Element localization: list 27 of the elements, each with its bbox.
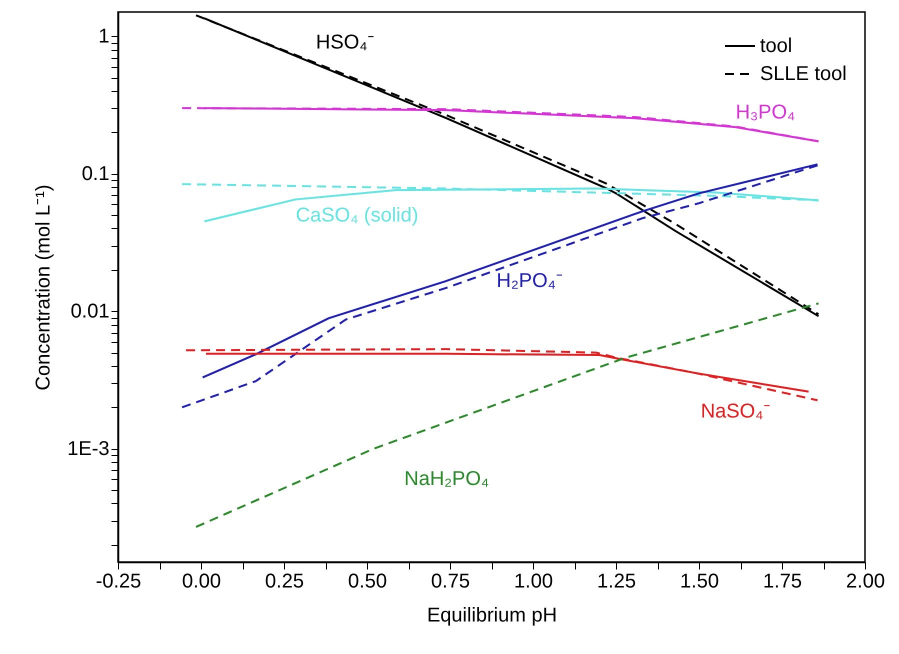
x-tick-label: -0.25 xyxy=(96,570,142,592)
x-tick-label: 0.75 xyxy=(431,570,470,592)
y-tick-label: 0.1 xyxy=(82,163,110,186)
annotation: NaSO₄⁻ xyxy=(700,400,770,422)
annotation: NaH₂PO₄ xyxy=(404,468,490,490)
legend-label: SLLE tool xyxy=(760,63,847,85)
y-tick-label: 0.01 xyxy=(70,300,110,323)
annotation: HSO₄⁻ xyxy=(316,32,374,54)
x-tick-label: 2.00 xyxy=(846,570,885,592)
x-tick-label: 1.00 xyxy=(514,570,553,592)
line-series xyxy=(185,348,819,402)
line-series xyxy=(195,302,820,528)
y-tick-label: 1 xyxy=(98,26,110,48)
annotation: H₃PO₄ xyxy=(736,101,796,124)
x-tick-label: 1.50 xyxy=(680,570,719,592)
x-tick-label: 0.25 xyxy=(265,570,304,592)
x-axis-title: Equilibrium pH xyxy=(426,604,558,626)
x-tick-label: 1.75 xyxy=(763,570,802,592)
legend-label: tool xyxy=(760,35,792,57)
x-tick-label: 0.50 xyxy=(348,570,387,592)
annotation: CaSO₄ (solid) xyxy=(296,204,418,226)
y-axis-title: Concentration (mol L⁻¹) xyxy=(32,184,54,390)
annotation: H₂PO₄⁻ xyxy=(496,270,563,292)
x-tick-label: 0.00 xyxy=(182,570,221,592)
x-tick-label: 1.25 xyxy=(597,570,636,592)
y-tick-label: 1E-3 xyxy=(67,438,110,460)
line-series xyxy=(204,352,810,393)
